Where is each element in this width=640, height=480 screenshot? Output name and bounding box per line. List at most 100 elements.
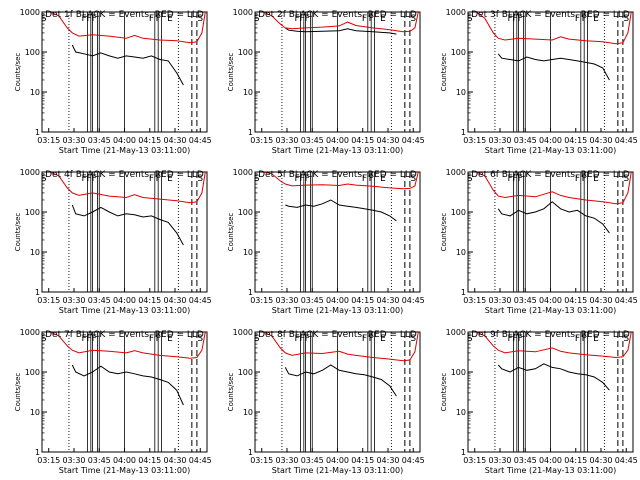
marker-letter: F bbox=[149, 174, 154, 184]
x-tick-label: 04:30 bbox=[589, 296, 612, 305]
marker-letter: F bbox=[582, 334, 587, 344]
x-tick-label: 04:30 bbox=[376, 136, 399, 145]
x-tick-label: 04:00 bbox=[326, 136, 349, 145]
marker-letter: F bbox=[518, 14, 523, 24]
marker-letter: F bbox=[362, 174, 367, 184]
marker-letter: S bbox=[197, 174, 203, 184]
panel-title: Det 9f BLACK = Events, RED = LLD bbox=[471, 330, 630, 340]
x-axis-label: Start Time (21-May-13 03:11:00) bbox=[272, 306, 403, 315]
marker-letter: F bbox=[362, 334, 367, 344]
marker-letter: F bbox=[575, 334, 580, 344]
marker-letter: E bbox=[380, 334, 386, 344]
marker-letter: S bbox=[410, 14, 416, 24]
marker-letter: F bbox=[294, 174, 299, 184]
marker-letter: E bbox=[593, 14, 599, 24]
marker-letter: F bbox=[81, 334, 86, 344]
marker-letter: S bbox=[254, 174, 260, 184]
x-axis-label: Start Time (21-May-13 03:11:00) bbox=[59, 306, 190, 315]
x-tick-label: 03:15 bbox=[37, 136, 60, 145]
marker-letter: F bbox=[300, 174, 305, 184]
y-tick-label: 1000 bbox=[20, 8, 40, 17]
marker-letter: F bbox=[149, 14, 154, 24]
lld-series-line bbox=[50, 12, 206, 44]
x-tick-label: 04:15 bbox=[138, 456, 161, 465]
lld-series-line bbox=[50, 172, 206, 204]
y-axis-label: Counts/sec bbox=[440, 373, 448, 412]
y-tick-label: 1 bbox=[35, 288, 40, 297]
events-series-line bbox=[497, 53, 610, 81]
y-tick-label: 100 bbox=[238, 48, 253, 57]
marker-letter: F bbox=[575, 14, 580, 24]
x-tick-label: 03:30 bbox=[62, 296, 85, 305]
y-tick-label: 10 bbox=[243, 248, 253, 257]
marker-letter: F bbox=[81, 14, 86, 24]
marker-letter: F bbox=[507, 174, 512, 184]
x-tick-label: 03:30 bbox=[62, 136, 85, 145]
y-axis-label: Counts/sec bbox=[440, 213, 448, 252]
marker-letter: S bbox=[41, 174, 47, 184]
y-tick-label: 100 bbox=[238, 368, 253, 377]
marker-letter: E bbox=[380, 14, 386, 24]
x-tick-label: 03:15 bbox=[463, 456, 486, 465]
events-series-line bbox=[497, 363, 610, 391]
x-tick-label: 04:30 bbox=[163, 136, 186, 145]
x-tick-label: 04:00 bbox=[113, 296, 136, 305]
x-tick-label: 03:45 bbox=[301, 296, 324, 305]
marker-letter: F bbox=[305, 334, 310, 344]
y-tick-label: 100 bbox=[25, 208, 40, 217]
marker-letter: E bbox=[167, 174, 173, 184]
events-series-line bbox=[71, 44, 184, 86]
lld-series-line bbox=[50, 332, 206, 359]
marker-letter: S bbox=[623, 14, 629, 24]
x-tick-label: 04:00 bbox=[326, 296, 349, 305]
y-tick-label: 10 bbox=[30, 248, 40, 257]
marker-letter: S bbox=[467, 14, 473, 24]
x-tick-label: 04:15 bbox=[564, 456, 587, 465]
y-tick-label: 1 bbox=[461, 288, 466, 297]
panel-title: Det 4f BLACK = Events, RED = LLD bbox=[45, 170, 204, 180]
y-tick-label: 100 bbox=[451, 368, 466, 377]
marker-letter: F bbox=[300, 14, 305, 24]
x-tick-label: 04:00 bbox=[326, 456, 349, 465]
y-tick-label: 1 bbox=[248, 288, 253, 297]
x-tick-label: 03:15 bbox=[463, 136, 486, 145]
y-axis-label: Counts/sec bbox=[14, 53, 22, 92]
marker-letter: F bbox=[92, 14, 97, 24]
marker-letter: F bbox=[92, 334, 97, 344]
x-tick-label: 04:45 bbox=[402, 136, 425, 145]
x-tick-label: 03:45 bbox=[88, 296, 111, 305]
panel-title: Det 2f BLACK = Events, RED = LLD bbox=[258, 10, 417, 20]
marker-letter: S bbox=[467, 334, 473, 344]
marker-letter: E bbox=[380, 174, 386, 184]
x-tick-label: 04:45 bbox=[615, 136, 638, 145]
marker-letter: F bbox=[582, 174, 587, 184]
x-tick-label: 04:30 bbox=[589, 456, 612, 465]
marker-letter: F bbox=[305, 174, 310, 184]
panel-title: Det 8f BLACK = Events, RED = LLD bbox=[258, 330, 417, 340]
x-tick-label: 04:15 bbox=[138, 136, 161, 145]
marker-letter: S bbox=[41, 334, 47, 344]
x-tick-label: 04:30 bbox=[376, 456, 399, 465]
x-tick-label: 03:45 bbox=[514, 456, 537, 465]
x-tick-label: 03:15 bbox=[463, 296, 486, 305]
y-axis-label: Counts/sec bbox=[14, 373, 22, 412]
marker-letter: S bbox=[623, 334, 629, 344]
x-tick-label: 04:45 bbox=[402, 456, 425, 465]
x-tick-label: 04:00 bbox=[113, 456, 136, 465]
marker-letter: E bbox=[593, 334, 599, 344]
x-tick-label: 03:45 bbox=[514, 136, 537, 145]
panel-title: Det 6f BLACK = Events, RED = LLD bbox=[471, 170, 630, 180]
lld-series-line bbox=[263, 172, 419, 190]
y-axis-label: Counts/sec bbox=[14, 213, 22, 252]
x-tick-label: 04:00 bbox=[539, 136, 562, 145]
y-tick-label: 1 bbox=[35, 128, 40, 137]
y-tick-label: 10 bbox=[243, 88, 253, 97]
y-tick-label: 1000 bbox=[446, 168, 466, 177]
